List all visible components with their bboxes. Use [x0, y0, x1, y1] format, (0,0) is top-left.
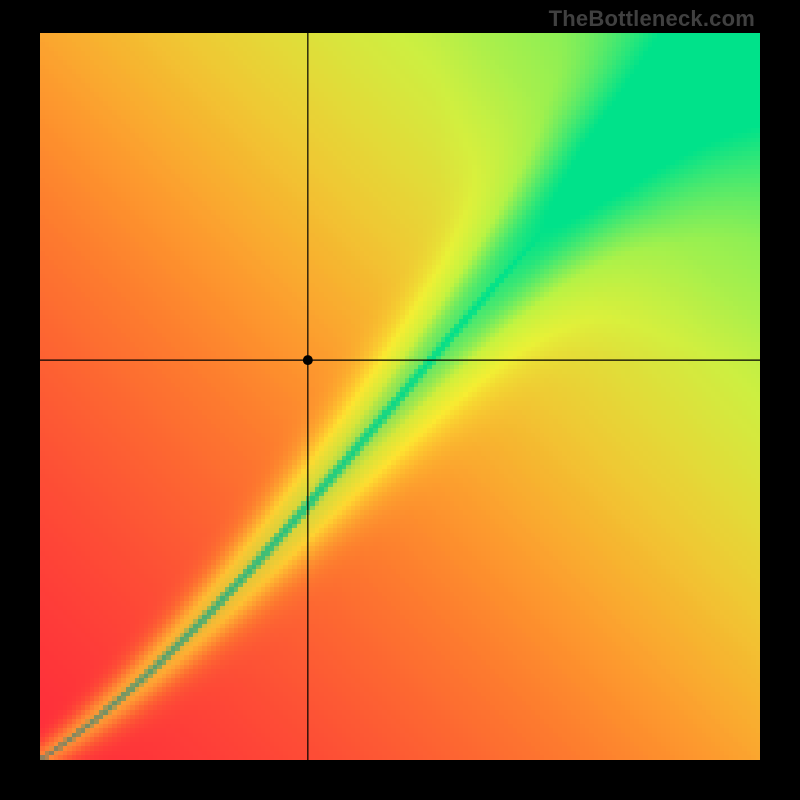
chart-frame: TheBottleneck.com	[0, 0, 800, 800]
heatmap-canvas	[40, 33, 760, 760]
plot-area	[40, 33, 760, 760]
watermark-text: TheBottleneck.com	[549, 6, 755, 32]
